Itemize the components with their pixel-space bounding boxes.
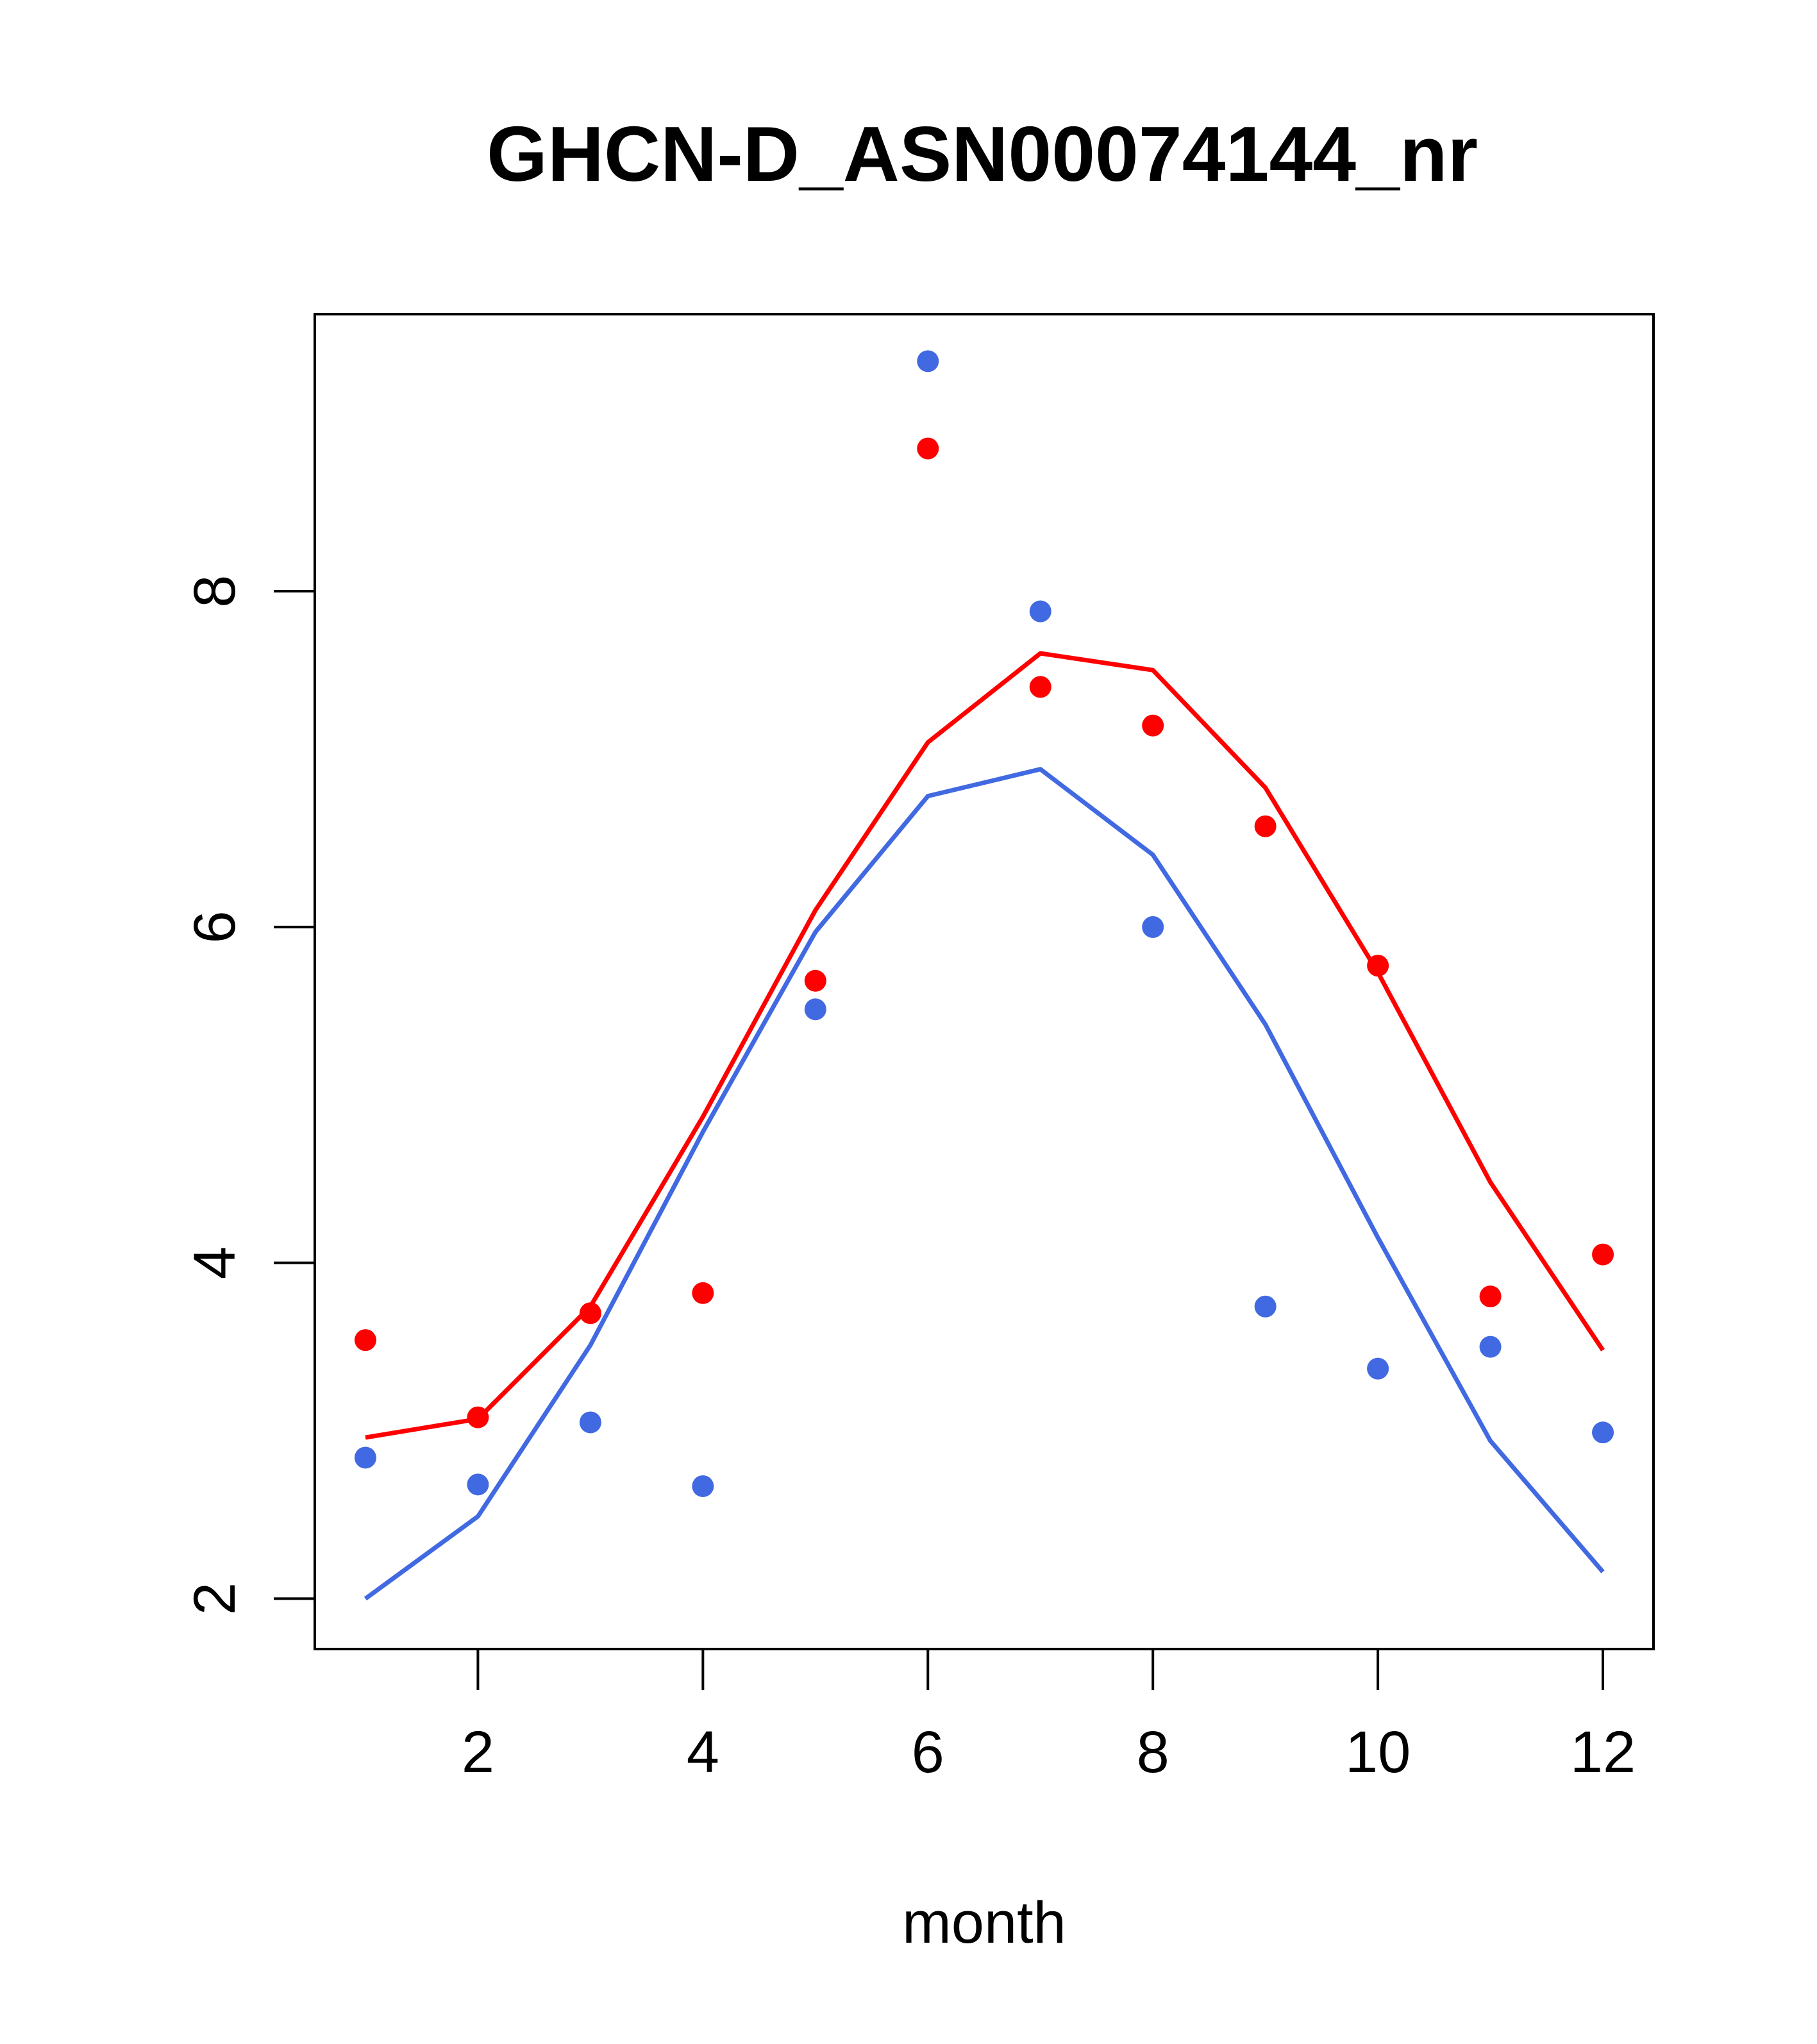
series-1-point-0 [354,1446,376,1469]
y-tick-label-3: 8 [182,575,247,608]
x-tick-label-0: 2 [462,1720,494,1785]
series-0-point-9 [1367,955,1389,977]
series-1-point-4 [804,998,826,1021]
series-1-point-8 [1254,1295,1277,1318]
y-tick-label-2: 6 [182,910,247,943]
series-1-point-7 [1142,916,1164,938]
series-1-point-11 [1592,1421,1614,1444]
y-axis: 2 4 6 8 [182,575,315,1615]
series-1-point-2 [579,1411,601,1434]
series-0-point-11 [1592,1243,1614,1266]
series-1-point-9 [1367,1357,1389,1380]
series-0-point-3 [692,1282,714,1304]
x-axis: 2 4 6 8 10 12 [462,1649,1636,1785]
series-layer [354,350,1614,1601]
series-1-point-6 [1029,600,1051,623]
x-tick-label-5: 12 [1570,1720,1636,1785]
y-tick-label-0: 2 [182,1582,247,1615]
y-tick-label-1: 4 [182,1246,247,1279]
series-1-point-5 [917,350,939,373]
series-0-point-7 [1142,714,1164,737]
series-0-point-5 [917,437,939,460]
series-0-point-10 [1479,1286,1502,1308]
series-1-point-3 [692,1475,714,1497]
x-tick-label-1: 4 [687,1720,719,1785]
series-1-line [364,767,1605,1601]
series-1-point-10 [1479,1336,1502,1358]
series-0-point-0 [354,1329,376,1352]
series-0-point-1 [467,1406,489,1428]
series-0-point-8 [1254,815,1277,837]
series-1-point-1 [467,1473,489,1496]
series-0-point-4 [804,969,826,992]
series-0-point-6 [1029,676,1051,698]
x-tick-label-3: 8 [1137,1720,1169,1785]
chart-title: GHCN-D_ASN00074144_nr [487,110,1478,197]
series-0-line [365,651,1605,1440]
plot-frame [314,313,1655,1650]
x-tick-label-4: 10 [1345,1720,1411,1785]
x-tick-label-2: 6 [912,1720,944,1785]
x-axis-label: month [902,1890,1066,1956]
series-0-point-2 [579,1302,601,1325]
